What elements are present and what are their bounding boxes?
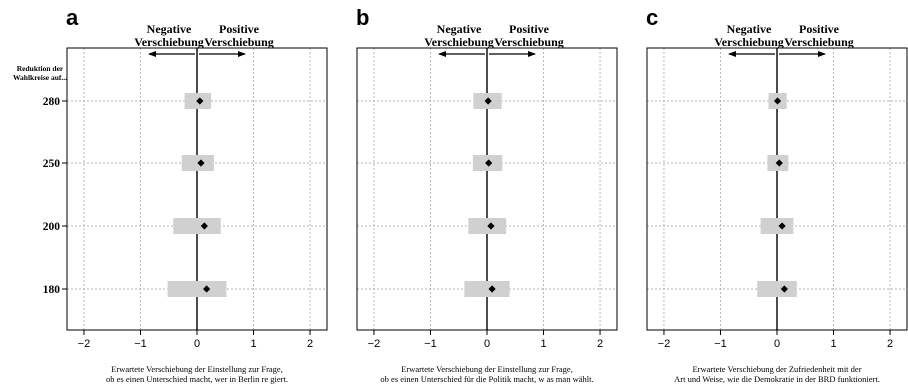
negative-shift-label-line: Verschiebung	[424, 35, 494, 49]
x-tick-label: 0	[774, 338, 780, 350]
panel-letter: c	[646, 5, 658, 30]
ci-band	[167, 281, 227, 297]
x-axis-label-line: Erwartete Verschiebung der Zufriedenheit…	[692, 364, 861, 374]
negative-shift-label-line: Negative	[727, 22, 772, 36]
negative-shift-label: Negative Verschiebung	[424, 22, 494, 49]
y-tick-label: 280	[43, 96, 61, 108]
x-tick-label: −1	[714, 338, 727, 350]
x-axis-label-line: ob es einen Unterschied für die Politik …	[380, 374, 593, 384]
data-point	[484, 97, 492, 105]
data-point	[780, 285, 788, 293]
x-tick-label: 0	[194, 338, 200, 350]
x-tick-label: 2	[887, 338, 893, 350]
x-tick-label: 1	[830, 338, 836, 350]
data-point	[203, 285, 211, 293]
negative-shift-label-line: Verschiebung	[714, 35, 784, 49]
x-axis-label: Erwartete Verschiebung der Einstellung z…	[380, 364, 593, 384]
positive-shift-label: Positive Verschiebung	[784, 22, 854, 49]
x-tick-label: −2	[78, 338, 91, 350]
negative-shift-label-line: Negative	[147, 22, 192, 36]
negative-shift-label-line: Verschiebung	[134, 35, 204, 49]
x-axis-label-line: Erwartete Verschiebung der Einstellung z…	[111, 364, 283, 374]
negative-shift-label: Negative Verschiebung	[134, 22, 204, 49]
positive-shift-label-line: Verschiebung	[784, 35, 854, 49]
row-header-line: Wahlkreise auf...	[13, 73, 67, 82]
positive-shift-label-line: Verschiebung	[204, 35, 274, 49]
y-tick-label: 200	[43, 221, 61, 233]
x-axis-label: Erwartete Verschiebung der Zufriedenheit…	[674, 364, 880, 384]
y-tick-label: 180	[43, 284, 61, 296]
row-header-line: Reduktion der	[17, 64, 64, 73]
negative-shift-label: Negative Verschiebung	[714, 22, 784, 49]
x-tick-label: 2	[597, 338, 603, 350]
data-point	[488, 285, 496, 293]
data-point	[197, 159, 205, 167]
ci-band	[173, 218, 221, 234]
x-axis-label-line: Art und Weise, wie die Demokratie in der…	[674, 374, 880, 384]
data-point	[196, 97, 204, 105]
positive-shift-label: Positive Verschiebung	[494, 22, 564, 49]
x-tick-label: 2	[307, 338, 313, 350]
x-tick-label: −1	[134, 338, 147, 350]
ci-band	[757, 281, 797, 297]
positive-shift-label-line: Positive	[799, 22, 840, 36]
positive-shift-label-line: Verschiebung	[494, 35, 564, 49]
data-point	[773, 97, 782, 105]
panel-letter: a	[66, 5, 79, 30]
positive-shift-label: Positive Verschiebung	[204, 22, 274, 49]
panel-letter: b	[356, 5, 369, 30]
data-point	[775, 159, 783, 167]
x-tick-label: 0	[484, 338, 490, 350]
ci-band	[760, 218, 794, 234]
y-tick-label: 250	[43, 158, 61, 170]
positive-shift-label-line: Positive	[509, 22, 550, 36]
row-header: Reduktion der Wahlkreise auf...	[13, 64, 67, 82]
x-tick-label: 1	[540, 338, 546, 350]
negative-shift-label-line: Negative	[437, 22, 482, 36]
ci-band	[468, 218, 507, 234]
x-axis-label-line: ob es einen Unterschied macht, wer in Be…	[106, 374, 288, 384]
x-axis-label: Erwartete Verschiebung der Einstellung z…	[106, 364, 288, 384]
x-tick-label: −2	[368, 338, 381, 350]
ci-band	[464, 281, 510, 297]
positive-shift-label-line: Positive	[219, 22, 260, 36]
x-tick-label: −1	[424, 338, 437, 350]
data-point	[485, 159, 493, 167]
x-axis-label-line: Erwartete Verschiebung der Einstellung z…	[401, 364, 573, 374]
x-tick-label: 1	[250, 338, 256, 350]
x-tick-label: −2	[658, 338, 671, 350]
data-point	[200, 222, 208, 230]
data-point	[778, 222, 786, 230]
data-point	[487, 222, 495, 230]
